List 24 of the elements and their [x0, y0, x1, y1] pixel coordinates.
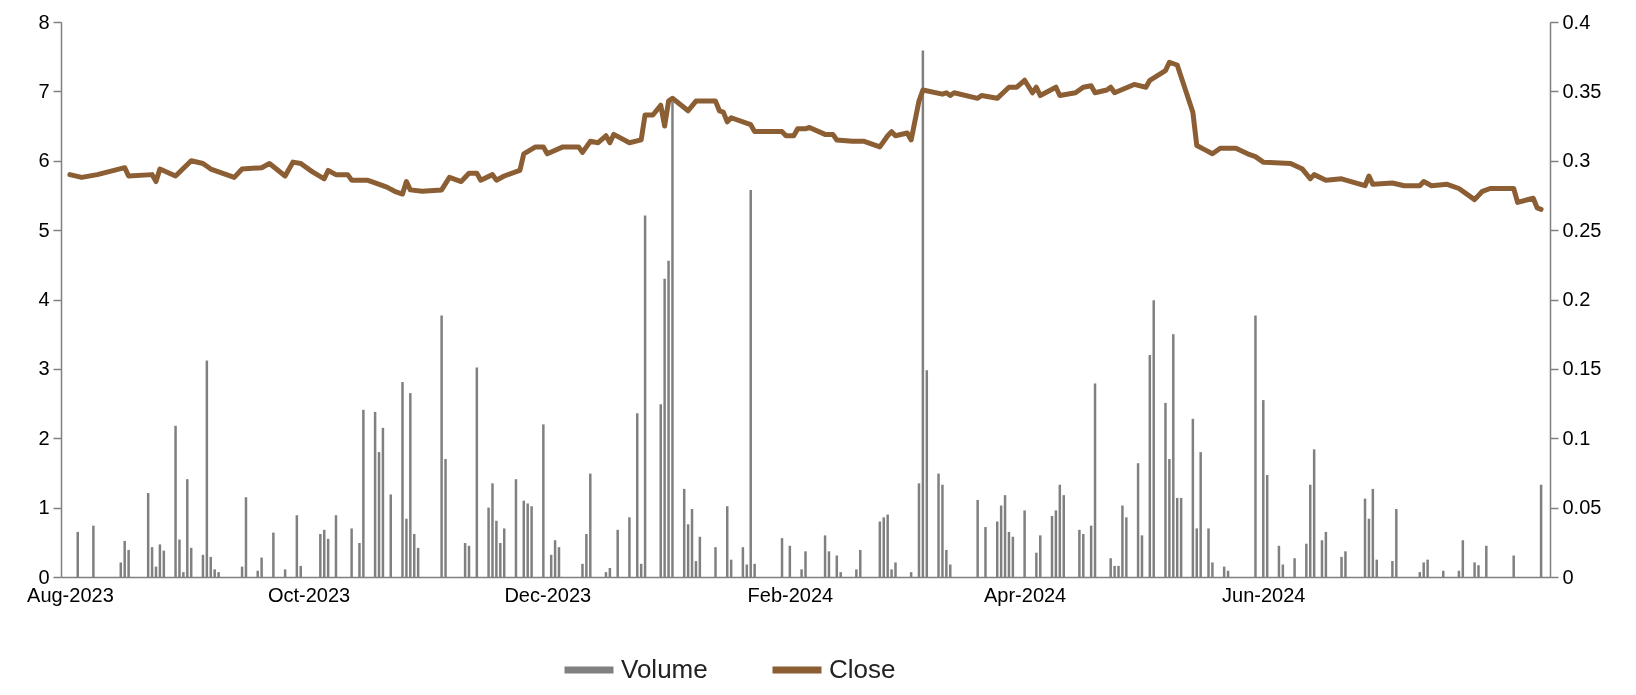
y-tick-label: 4 [38, 288, 50, 310]
x-tick-label: Jun-2024 [1222, 583, 1306, 606]
y2-tick-label: 0.3 [1562, 149, 1591, 172]
y-tick-label: 6 [38, 149, 50, 172]
y-tick-label: 1 [38, 496, 50, 519]
y2-tick-label: 0.2 [1562, 288, 1591, 310]
y2-tick-label: 0.15 [1562, 357, 1602, 380]
y2-tick-label: 0.05 [1562, 496, 1602, 519]
y-tick-label: 7 [38, 79, 50, 102]
y-tick-label: 8 [38, 10, 50, 33]
x-tick-label: Oct-2023 [267, 583, 351, 606]
y2-tick-label: 0.1 [1562, 426, 1591, 449]
y2-tick-label: 0.4 [1562, 10, 1591, 33]
y-tick-label: 3 [38, 357, 50, 380]
y2-tick-label: 0.35 [1562, 79, 1602, 102]
x-tick-label: Dec-2023 [504, 583, 592, 606]
legend-label: Close [829, 654, 896, 684]
y-tick-label: 5 [38, 218, 50, 241]
y2-tick-label: 0.25 [1562, 218, 1602, 241]
legend-label: Volume [621, 654, 708, 684]
x-tick-label: Apr-2024 [983, 583, 1067, 606]
y-tick-label: 2 [38, 426, 50, 449]
y2-tick-label: 0 [1562, 565, 1574, 588]
x-tick-label: Feb-2024 [747, 583, 834, 606]
